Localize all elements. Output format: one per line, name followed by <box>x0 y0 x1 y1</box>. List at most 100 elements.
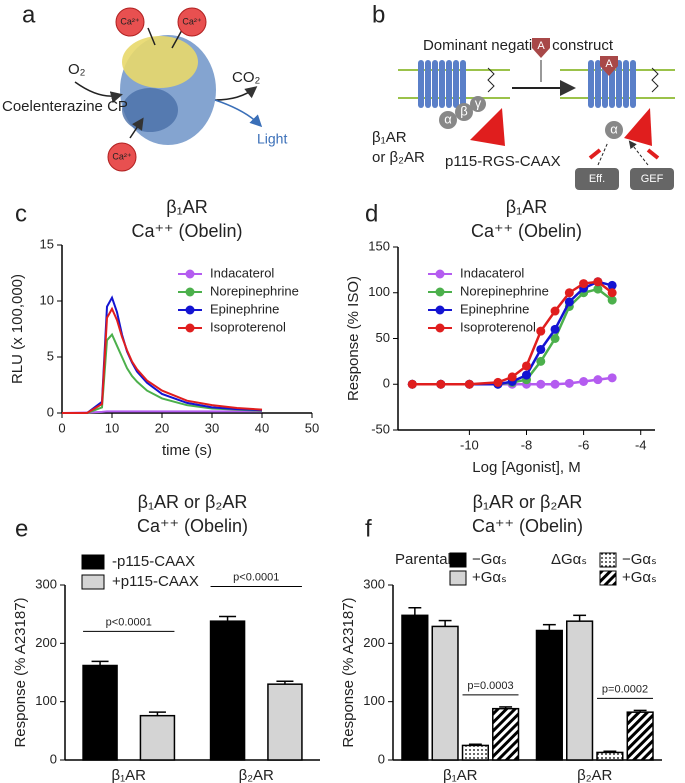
legend-label: −Gαₛ <box>472 551 507 568</box>
subunit-label: α <box>610 121 618 136</box>
chart-title: β₁AR <box>506 197 547 217</box>
y-tick-label: 15 <box>40 236 54 251</box>
x-tick-label: -4 <box>635 437 647 452</box>
legend-label: +p115-CAAX <box>112 573 199 590</box>
legend-group: Parental <box>395 551 451 568</box>
data-point <box>593 277 603 287</box>
legend-label: +Gαₛ <box>472 569 507 586</box>
y-tick-label: 100 <box>368 284 390 299</box>
effector-label: Eff. <box>589 173 605 185</box>
ca-ion <box>115 7 145 37</box>
bar <box>431 625 459 761</box>
subunit-label: β <box>460 103 467 118</box>
x-tick-label: 30 <box>205 420 219 435</box>
legend-swatch <box>81 554 105 570</box>
panel-label: a <box>22 1 36 28</box>
arrow <box>214 99 263 128</box>
series-line <box>61 410 262 414</box>
data-point <box>564 297 574 307</box>
y-axis-label: RLU (x 100,000) <box>9 274 26 384</box>
annotation: p<0.0001 <box>233 571 279 583</box>
x-tick-label: 0 <box>58 420 65 435</box>
annotation: p=0.0003 <box>467 680 513 692</box>
data-point <box>564 288 574 298</box>
p115-rgs <box>624 108 652 146</box>
legend-marker <box>185 269 195 279</box>
legend-swatch <box>449 570 467 586</box>
y-tick-label: 0 <box>378 751 385 766</box>
data-point <box>550 324 560 334</box>
diagram-title: Dominant negative construct <box>423 37 614 54</box>
chart-title: β₁AR <box>166 197 207 217</box>
x-tick-label: β₁AR <box>443 767 478 783</box>
x-tick-label: β₂AR <box>239 767 274 783</box>
bar <box>461 744 489 761</box>
legend-label: Isoproterenol <box>210 319 286 334</box>
arrow <box>129 27 183 139</box>
bar <box>596 751 624 761</box>
y-tick-label: 300 <box>35 576 57 591</box>
x-tick-label: β₂AR <box>577 767 612 783</box>
receptor-label: or β₂AR <box>372 149 425 166</box>
data-point <box>593 284 603 294</box>
chart-title: β₁AR or β₂AR <box>138 492 248 512</box>
y-tick-label: 100 <box>35 693 57 708</box>
agonist <box>600 56 618 76</box>
g-alpha <box>605 121 623 139</box>
data-point <box>407 379 417 389</box>
y-tick-label: 50 <box>376 330 390 345</box>
ca-ion <box>107 142 137 172</box>
annotation: p=0.0002 <box>602 683 648 695</box>
arrow <box>74 81 123 103</box>
legend-marker <box>435 305 445 315</box>
y-tick-label: 5 <box>47 348 54 363</box>
gef-label: GEF <box>641 173 664 185</box>
legend-label: Epinephrine <box>460 301 529 316</box>
bar <box>139 714 176 761</box>
receptor-label: β₁AR <box>372 129 407 146</box>
p115-rgs <box>470 108 505 146</box>
bar <box>401 614 429 761</box>
y-tick-label: 100 <box>363 693 385 708</box>
legend-label: −Gαₛ <box>622 551 657 568</box>
ca-label: Ca²⁺ <box>112 151 132 161</box>
g-alpha <box>439 111 457 129</box>
agonist-label: A <box>537 40 545 52</box>
legend-label: +Gαₛ <box>622 569 657 586</box>
y-tick-label: 300 <box>363 576 385 591</box>
gef-box <box>630 168 674 190</box>
y-tick-label: 200 <box>363 635 385 650</box>
legend-marker <box>185 287 195 297</box>
legend-marker <box>435 269 445 279</box>
y-tick-label: 200 <box>35 635 57 650</box>
chart-title: β₁AR or β₂AR <box>473 492 583 512</box>
legend-swatch <box>81 574 105 590</box>
chart-subtitle: Ca⁺⁺ (Obelin) <box>131 221 242 241</box>
subunit-label: α <box>444 111 452 126</box>
data-point <box>550 306 560 316</box>
y-tick-label: 150 <box>368 238 390 253</box>
chart-subtitle: Ca⁺⁺ (Obelin) <box>137 516 248 536</box>
y-tick-label: 10 <box>40 292 54 307</box>
x-tick-label: -10 <box>460 437 479 452</box>
chart-subtitle: Ca⁺⁺ (Obelin) <box>472 516 583 536</box>
legend-group: ΔGαₛ <box>551 551 587 568</box>
x-tick-label: 10 <box>105 420 119 435</box>
annotation: p<0.0001 <box>106 616 152 628</box>
y-tick-label: 0 <box>47 404 54 419</box>
ca-label: Ca²⁺ <box>120 16 140 26</box>
ca-ion <box>177 7 207 37</box>
substrate-label: Coelenterazine CP <box>2 98 128 115</box>
data-point <box>550 379 560 389</box>
bar <box>492 707 520 761</box>
construct-label: p115-RGS-CAAX <box>445 153 561 170</box>
protein <box>122 88 178 132</box>
data-point <box>593 375 603 385</box>
data-point <box>564 378 574 388</box>
data-point <box>493 377 503 387</box>
data-point <box>522 370 531 380</box>
legend-label: Norepinephrine <box>210 283 299 298</box>
arrow <box>597 142 649 166</box>
legend-label: Indacaterol <box>210 265 274 280</box>
